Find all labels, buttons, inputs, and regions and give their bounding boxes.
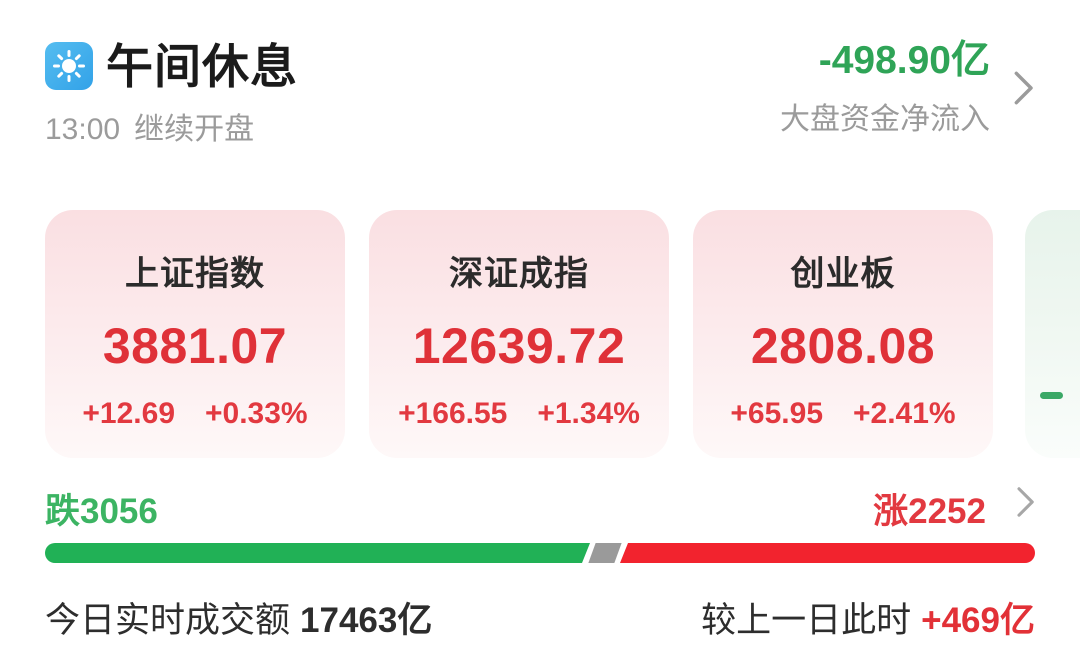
index-change-pct: +1.34% [537, 397, 640, 430]
index-change-row: +65.95 +2.41% [730, 397, 955, 431]
index-change-pct: +2.41% [853, 397, 956, 430]
bar-divider [588, 543, 622, 563]
advancers-bar-segment [620, 543, 1035, 563]
page-title: 午间休息 [106, 40, 298, 93]
chevron-right-icon[interactable] [1006, 68, 1040, 108]
turnover-compare-value: +469亿 [921, 601, 1035, 640]
turnover-today: 今日实时成交额 17463亿 [45, 592, 432, 643]
index-cards-row: 上证指数 3881.07 +12.69 +0.33% 深证成指 12639.72… [0, 210, 1080, 458]
decliners-count: 跌3056 [45, 492, 158, 531]
reopen-time: 13:00 [45, 113, 121, 146]
sun-icon [45, 42, 93, 90]
index-name: 深证成指 [449, 255, 589, 293]
reopen-label: 继续开盘 [134, 113, 255, 146]
index-change: +65.95 [730, 397, 823, 430]
index-change-pct: +0.33% [205, 397, 308, 430]
net-inflow-block[interactable]: -498.90亿 大盘资金净流入 [470, 38, 990, 138]
advancers-count: 涨2252 [873, 492, 986, 531]
turnover-compare-label: 较上一日此时 [701, 601, 912, 640]
net-inflow-label: 大盘资金净流入 [780, 103, 990, 136]
turnover-today-label: 今日实时成交额 [45, 601, 291, 640]
advance-decline-bar[interactable] [45, 543, 1035, 563]
index-name: 创业板 [790, 255, 896, 293]
decliners-bar-segment [45, 543, 590, 563]
index-change: +12.69 [82, 397, 175, 430]
net-inflow-value: -498.90亿 [818, 39, 990, 82]
turnover-today-value: 17463亿 [300, 601, 433, 640]
index-value: 2808.08 [750, 318, 936, 374]
partial-negative-dash [1040, 392, 1063, 399]
turnover-compare: 较上一日此时 +469亿 [701, 592, 1035, 643]
index-change: +166.55 [398, 397, 508, 430]
index-change-row: +12.69 +0.33% [82, 397, 307, 431]
index-card-shenzhen[interactable]: 深证成指 12639.72 +166.55 +1.34% [369, 210, 669, 458]
index-value: 12639.72 [412, 318, 626, 374]
index-value: 3881.07 [102, 318, 288, 374]
index-card-chinext[interactable]: 创业板 2808.08 +65.95 +2.41% [693, 210, 993, 458]
index-change-row: +166.55 +1.34% [398, 397, 640, 431]
index-name: 上证指数 [125, 255, 265, 293]
index-card-partial[interactable] [1025, 210, 1080, 458]
index-card-shanghai[interactable]: 上证指数 3881.07 +12.69 +0.33% [45, 210, 345, 458]
session-subtitle: 13:00 继续开盘 [45, 112, 254, 148]
chevron-right-icon[interactable] [1010, 484, 1040, 520]
